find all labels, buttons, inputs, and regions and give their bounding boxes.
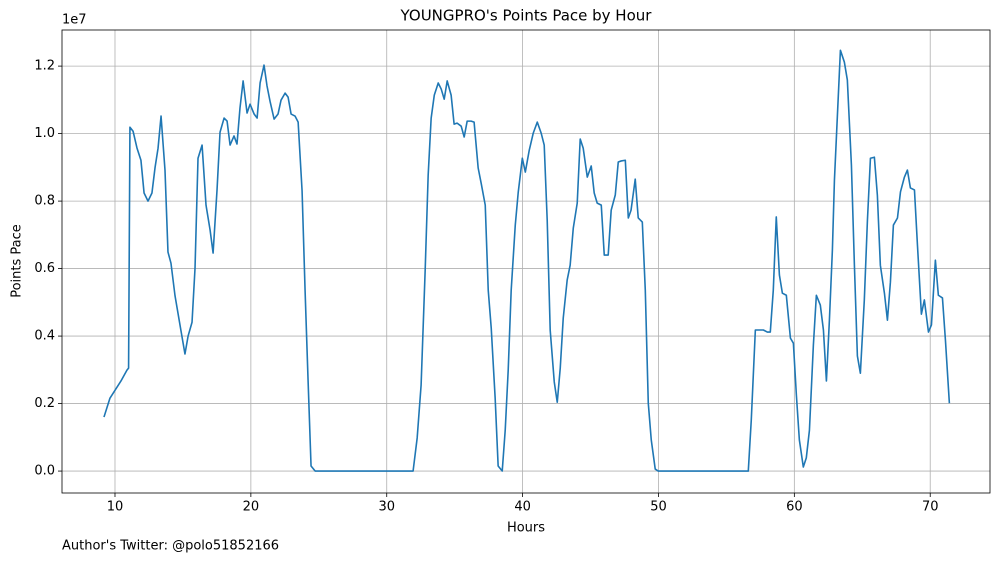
y-tick-label: 0.6 <box>34 261 55 276</box>
chart-title: YOUNGPRO's Points Pace by Hour <box>400 7 653 25</box>
plot-frame <box>61 29 991 494</box>
y-tick-label: 0.4 <box>34 329 55 344</box>
y-tick-label: 0.8 <box>34 194 55 209</box>
line <box>103 49 951 472</box>
x-tick-label: 50 <box>650 500 667 515</box>
y-offset-label: 1e7 <box>62 13 87 28</box>
x-tick-label: 30 <box>378 500 395 515</box>
x-axis-label: Hours <box>507 521 545 536</box>
y-tick-label: 0.0 <box>34 464 55 479</box>
y-axis-label: Points Pace <box>10 224 25 298</box>
y-tick-label: 0.2 <box>34 396 55 411</box>
x-tick-label: 20 <box>243 500 260 515</box>
x-tick-label: 40 <box>514 500 531 515</box>
x-tick-label: 60 <box>786 500 803 515</box>
y-tick-label: 1.2 <box>34 59 55 74</box>
footer: Author's Twitter: @polo51852166 <box>62 539 279 554</box>
y-tick-label: 1.0 <box>34 126 55 141</box>
x-tick-label: 70 <box>922 500 939 515</box>
x-tick-label: 10 <box>107 500 124 515</box>
